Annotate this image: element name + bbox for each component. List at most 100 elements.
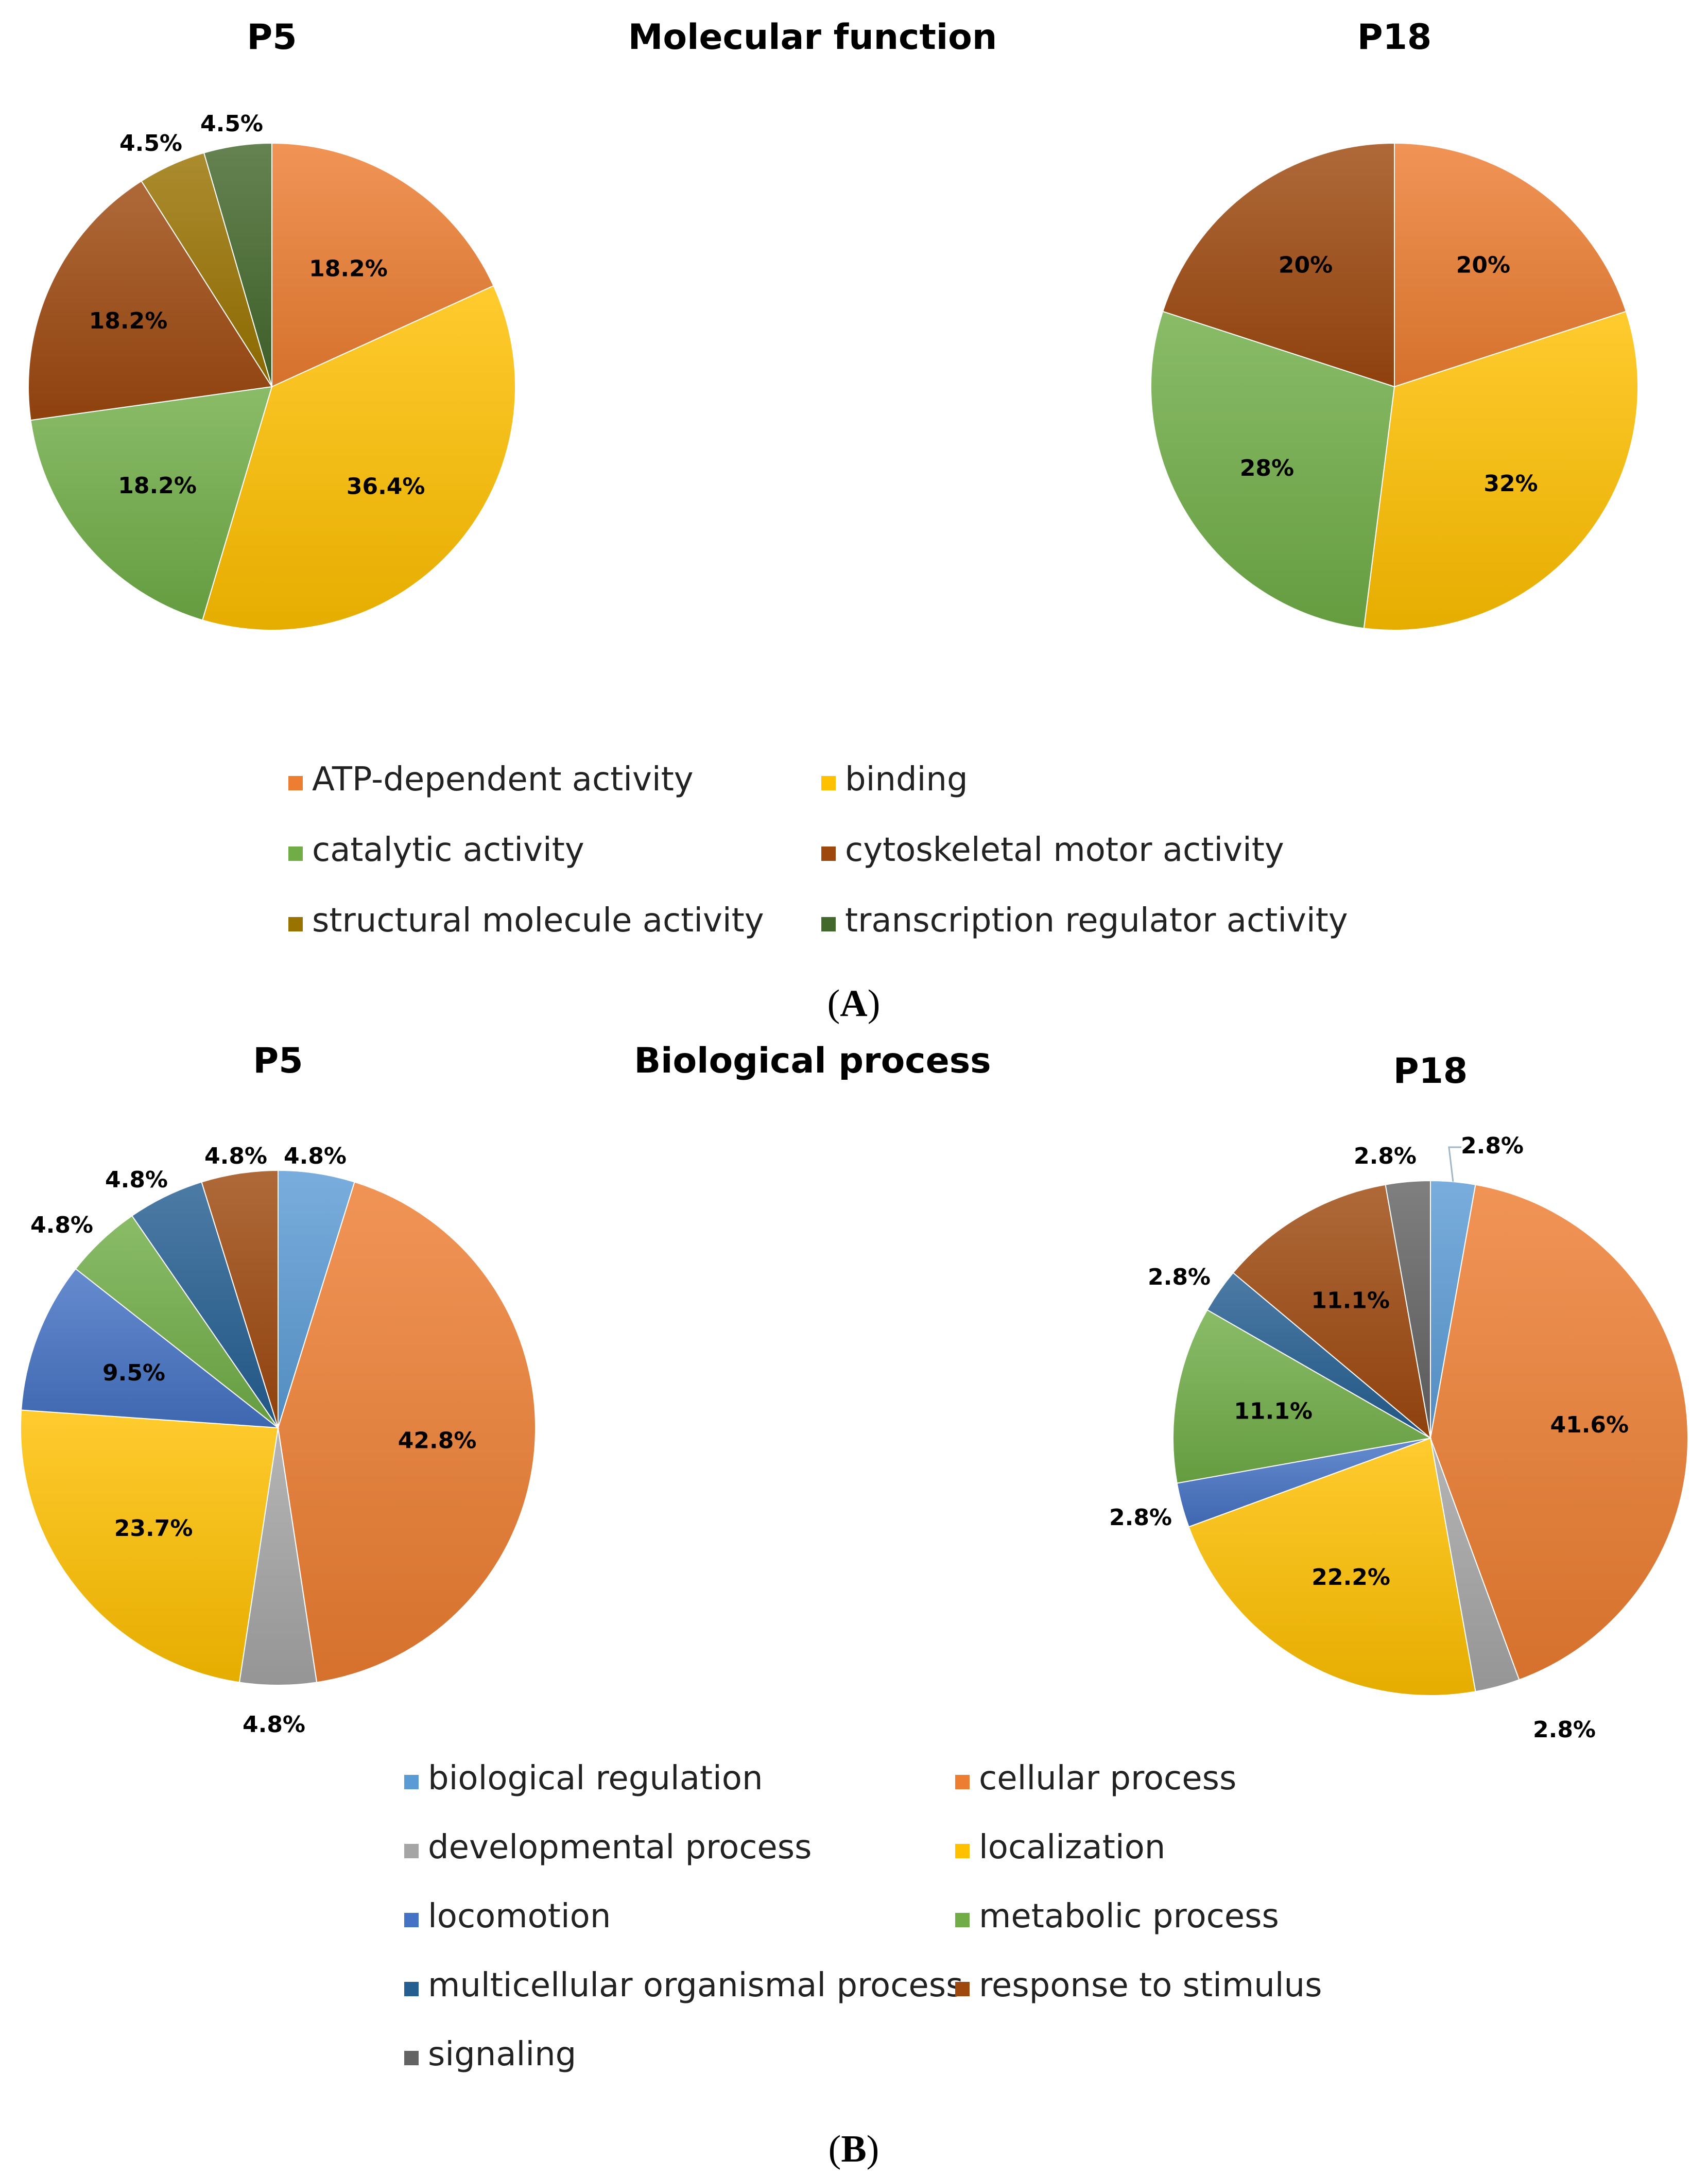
pie-slice-biological-regulation [278, 1169, 355, 1428]
leader-line [1448, 1146, 1461, 1182]
pie-label-atp-dependent-activity: 18.2% [309, 255, 388, 282]
legend-swatch-response-to-stimulus [955, 1982, 970, 1996]
pie-label-atp-dependent-activity: 20% [1456, 252, 1510, 279]
legend-swatch-metabolic-process [955, 1913, 970, 1927]
legend-label-response-to-stimulus: response to stimulus [979, 1966, 1322, 2005]
panel-a-p5-title: P5 [247, 17, 297, 58]
pie-slice-metabolic-process [1172, 1309, 1432, 1484]
pie-label-metabolic-process: 11.1% [1234, 1398, 1313, 1425]
pie-slice-metabolic-process [75, 1215, 279, 1428]
pie-label-signaling: 2.8% [1354, 1143, 1417, 1169]
pie-slice-locomotion [21, 1268, 280, 1429]
pie-label-binding: 32% [1483, 471, 1538, 497]
legend-molecular-function: ATP-dependent activity binding catalytic a… [288, 761, 1348, 940]
pie-b-p5: 4.8% 42.8% 4.8% 23.7% 9.5% 4.8% 4.8% 4.8% [20, 1143, 536, 1738]
pie-a-p5: 18.2% 36.4% 18.2% 18.2% 4.5% 4.5% [28, 111, 516, 631]
legend-item: cytoskeletal motor activity [821, 831, 1284, 869]
legend-swatch-binding [821, 776, 836, 790]
legend-item: signaling [404, 2035, 576, 2074]
legend-item: developmental process [404, 1828, 812, 1867]
legend-label-biological-regulation: biological regulation [428, 1759, 763, 1798]
panel-b-caption: (B) [829, 2128, 879, 2170]
panel-b-p5-title: P5 [253, 1041, 303, 1081]
pie-slice-multicellular-organismal-process [131, 1181, 279, 1428]
legend-label-metabolic-process: metabolic process [979, 1897, 1279, 1936]
pie-label-metabolic-process: 4.8% [30, 1212, 93, 1238]
legend-label-multicellular-organismal-process: multicellular organismal process [428, 1966, 963, 2005]
pie-slice-localization [20, 1409, 279, 1683]
pie-label-multicellular-organismal-process: 4.8% [105, 1167, 168, 1193]
legend-swatch-multicellular-organismal-process [404, 1982, 419, 1996]
legend-item: biological regulation [404, 1759, 763, 1798]
pie-slice-response-to-stimulus [201, 1169, 279, 1428]
pie-label-structural-molecule-activity: 4.5% [119, 130, 182, 157]
pie-slice-response-to-stimulus [1232, 1184, 1431, 1440]
pie-label-localization: 23.7% [114, 1515, 193, 1542]
legend-label-transcription-regulator-activity: transcription regulator activity [845, 902, 1348, 940]
legend-item: transcription regulator activity [821, 902, 1348, 940]
pie-slice-binding [201, 285, 516, 631]
panel-a-caption-letter: A [840, 982, 867, 1025]
panel-b-caption-close: ) [867, 2128, 879, 2170]
legend-swatch-atp-dependent-activity [288, 776, 303, 790]
pie-label-cellular-process: 41.6% [1550, 1412, 1629, 1438]
pie-label-multicellular-organismal-process: 2.8% [1148, 1264, 1211, 1290]
pie-label-response-to-stimulus: 11.1% [1311, 1288, 1390, 1314]
legend-item: cellular process [955, 1759, 1236, 1798]
pie-label-cellular-process: 42.8% [398, 1427, 477, 1454]
panel-a-title: Molecular function [628, 17, 997, 58]
legend-item: binding [821, 761, 968, 799]
pie-slice-catalytic-activity [1150, 310, 1395, 629]
panel-a-caption-close: ) [868, 982, 881, 1025]
legend-swatch-transcription-regulator-activity [821, 917, 836, 931]
pie-slice-developmental-process [238, 1427, 318, 1686]
legend-item: multicellular organismal process [404, 1966, 963, 2005]
pie-label-biological-regulation: 2.8% [1461, 1133, 1524, 1159]
legend-label-catalytic-activity: catalytic activity [312, 831, 584, 869]
pie-slice-cytoskeletal-motor-activity [1162, 142, 1395, 388]
legend-swatch-cytoskeletal-motor-activity [821, 846, 836, 861]
pie-label-catalytic-activity: 18.2% [118, 473, 197, 499]
panel-b-title: Biological process [634, 1041, 991, 1081]
pie-slice-binding [1363, 310, 1638, 631]
panel-a-caption-open: ( [827, 982, 840, 1025]
panel-b: Biological process P5 P18 4.8% 42.8% 4.8% 2… [20, 1041, 1688, 2170]
panel-b-p18-title: P18 [1393, 1051, 1468, 1092]
pie-label-locomotion: 2.8% [1109, 1505, 1172, 1531]
pie-label-biological-regulation: 4.8% [284, 1143, 347, 1169]
pie-slice-atp-dependent-activity [271, 142, 494, 388]
legend-swatch-locomotion [404, 1913, 419, 1927]
pie-label-locomotion: 9.5% [102, 1360, 165, 1386]
pie-slice-signaling [1385, 1180, 1431, 1439]
pie-label-cytoskeletal-motor-activity: 18.2% [89, 308, 168, 334]
pie-a-p18: 20% 32% 28% 20% [1150, 142, 1638, 631]
pie-slice-cellular-process [1429, 1184, 1688, 1681]
legend-swatch-structural-molecule-activity [288, 917, 303, 931]
pie-b-p18: 2.8% 41.6% 2.8% 22.2% 2.8% 11.1% 2.8% 11.1% 2.8% [1109, 1133, 1688, 1743]
legend-swatch-localization [955, 1844, 970, 1858]
pie-label-binding: 36.4% [347, 474, 425, 500]
panel-a-p18-title: P18 [1357, 17, 1431, 58]
legend-label-signaling: signaling [428, 2035, 576, 2074]
pie-slice-transcription-regulator-activity [203, 142, 272, 387]
pie-label-cytoskeletal-motor-activity: 20% [1279, 252, 1333, 279]
pie-label-response-to-stimulus: 4.8% [204, 1143, 267, 1169]
pie-slice-atp-dependent-activity [1394, 142, 1627, 388]
legend-label-binding: binding [845, 761, 968, 799]
legend-item: response to stimulus [955, 1966, 1322, 2005]
legend-label-structural-molecule-activity: structural molecule activity [312, 902, 764, 940]
legend-item: metabolic process [955, 1897, 1279, 1936]
pie-slice-cellular-process [277, 1181, 536, 1683]
legend-biological-process: biological regulation cellular process dev… [404, 1759, 1322, 2074]
legend-swatch-biological-regulation [404, 1775, 419, 1789]
legend-swatch-catalytic-activity [288, 846, 303, 861]
legend-label-cytoskeletal-motor-activity: cytoskeletal motor activity [845, 831, 1284, 869]
pie-label-transcription-regulator-activity: 4.5% [200, 111, 263, 137]
legend-item: structural molecule activity [288, 902, 764, 940]
panel-a: Molecular function P5 P18 18.2%36.4%18.2… [28, 17, 1638, 1025]
pie-label-localization: 22.2% [1312, 1564, 1390, 1591]
legend-item: ATP-dependent activity [288, 761, 694, 799]
legend-label-cellular-process: cellular process [979, 1759, 1236, 1798]
legend-item: locomotion [404, 1897, 611, 1936]
pie-slice-cytoskeletal-motor-activity [28, 180, 273, 421]
